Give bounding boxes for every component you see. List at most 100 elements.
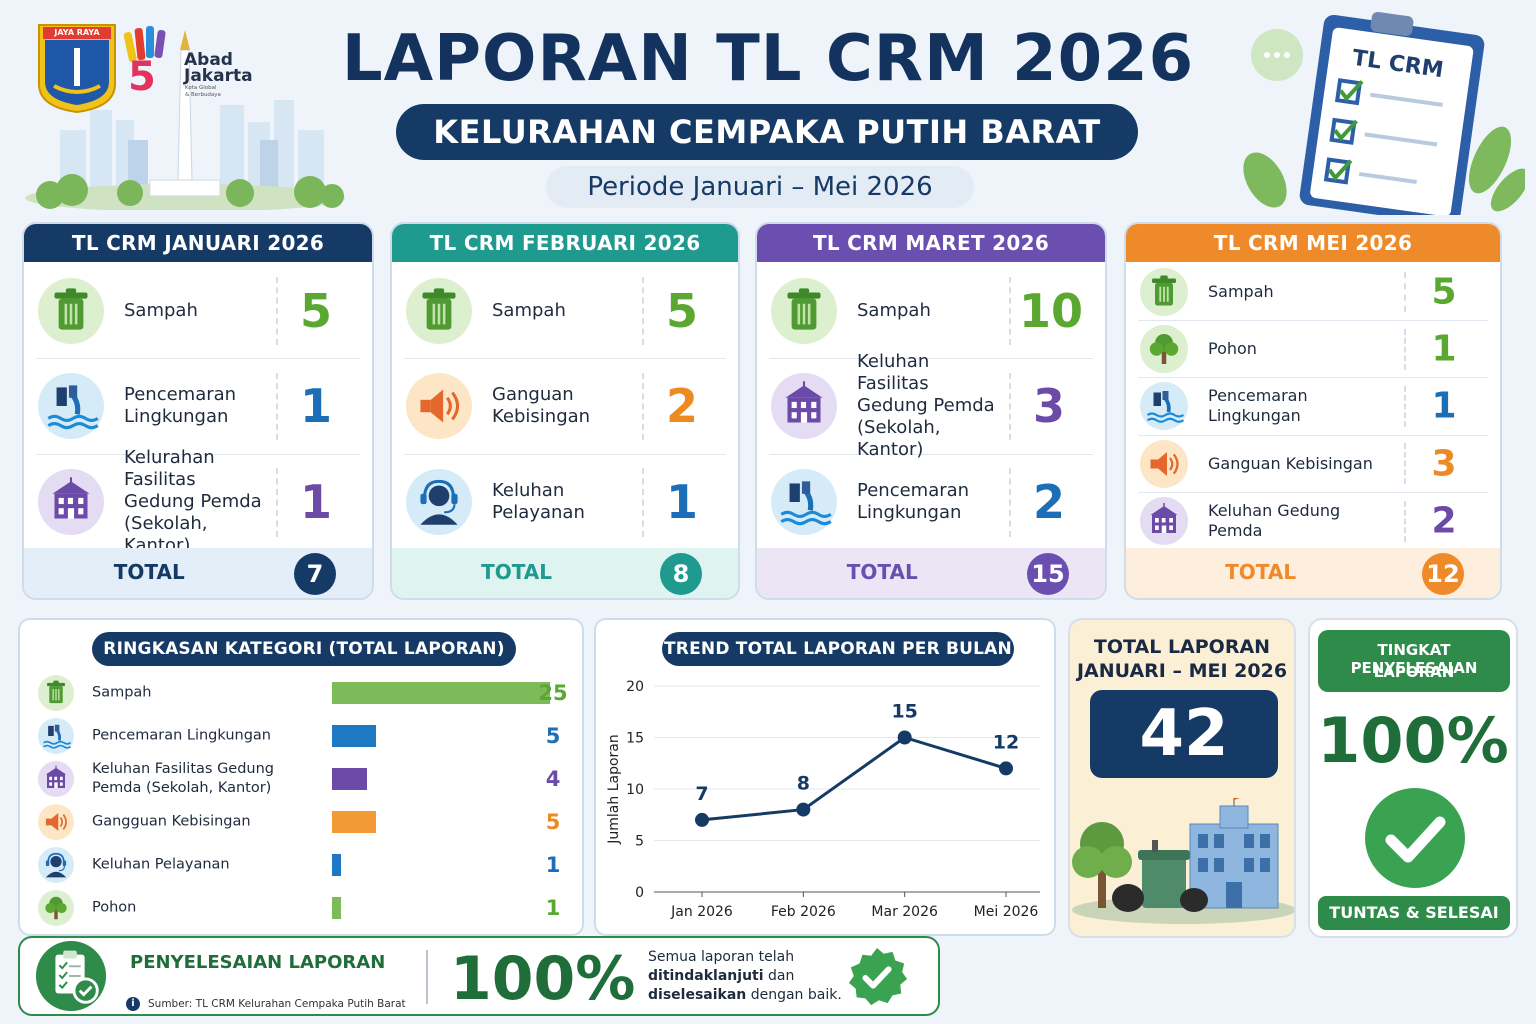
row-divider [1404, 329, 1406, 370]
summary-label: Sampah [92, 684, 152, 701]
summary-value: 4 [545, 767, 561, 791]
row-divider [1404, 500, 1406, 542]
month-card: TL CRM FEBRUARI 2026 Sampah 5 Ganguan Kebis… [390, 222, 740, 600]
total-count: 12 [1422, 553, 1464, 595]
source-note: Sumber: TL CRM Kelurahan Cempaka Putih B… [148, 998, 406, 1010]
summary-label: Gangguan Kebisingan [92, 813, 251, 830]
headset-icon [38, 847, 74, 883]
total-title-1: TOTAL LAPORAN [1093, 636, 1271, 658]
total-label: TOTAL [113, 560, 185, 584]
x-tick-label: Mar 2026 [871, 904, 938, 920]
summary-bar [332, 725, 376, 747]
trash-icon [38, 278, 104, 345]
completion-card: TINGKAT PENYELESAIAN LAPORAN 100% TUNTAS… [1308, 618, 1518, 938]
month-card-title: TL CRM JANUARI 2026 [24, 224, 372, 262]
data-point [897, 730, 912, 745]
info-icon: i [126, 997, 140, 1011]
building-icon [771, 373, 837, 440]
category-row: Pencemaran Lingkungan 1 [1138, 378, 1488, 436]
summary-value: 25 [538, 681, 568, 705]
x-tick-label: Mei 2026 [974, 904, 1039, 920]
speaker-icon [38, 804, 74, 840]
category-label: Sampah [857, 300, 931, 322]
note-text-3: dengan baik. [746, 987, 842, 1003]
month-card: TL CRM JANUARI 2026 Sampah 5 Pencemaran Lin… [22, 222, 374, 600]
data-point [695, 812, 709, 827]
month-card-total: TOTAL 12 [1126, 548, 1500, 598]
jaya-raya-text: JAYA RAYA [54, 28, 100, 37]
month-card-title: TL CRM MARET 2026 [757, 224, 1105, 262]
trash-icon [1140, 268, 1188, 317]
category-value: 5 [299, 284, 332, 339]
data-label: 8 [797, 773, 810, 795]
completion-badge: TUNTAS & SELESAI [1318, 896, 1510, 930]
summary-value: 5 [545, 810, 561, 834]
category-value: 2 [665, 379, 698, 434]
trash-icon [38, 675, 74, 711]
headset-icon [406, 469, 472, 536]
row-divider [1009, 372, 1011, 441]
category-row: Kelurahan Fasilitas Gedung Pemda (Sekola… [36, 447, 360, 556]
row-divider [276, 468, 278, 537]
note-bold-2: diselesaikan [648, 987, 747, 1003]
summary-label: Pohon [92, 899, 137, 916]
summary-bar [332, 768, 367, 790]
note-line-3: diselesaikan dengan baik. [648, 986, 848, 1005]
pollution-icon [1140, 382, 1188, 431]
total-label: TOTAL [481, 560, 553, 584]
y-tick-label: 5 [635, 834, 644, 850]
category-row: Ganguan Kebisingan 2 [404, 359, 726, 455]
category-label: Pohon [1208, 339, 1257, 359]
trend-line [701, 735, 1007, 822]
category-label: Sampah [492, 300, 566, 322]
summary-value: 5 [545, 724, 561, 748]
row-divider [642, 468, 644, 537]
chart-title: TREND TOTAL LAPORAN PER BULAN [662, 632, 1014, 666]
bottom-note: Semua laporan telah ditindaklanjuti dan … [648, 948, 848, 1005]
category-row: Keluhan Fasilitas Gedung Pemda (Sekolah,… [769, 351, 1093, 460]
summary-row: Keluhan Pelayanan 1 [36, 844, 568, 886]
completion-title-1: TINGKAT PENYELESAIAN [1350, 641, 1478, 677]
summary-row: Keluhan Fasilitas Gedung Pemda (Sekolah,… [36, 758, 568, 800]
total-count: 7 [294, 553, 336, 595]
tree-icon [1140, 325, 1188, 374]
y-tick-label: 20 [626, 679, 644, 695]
category-value: 3 [1431, 443, 1457, 485]
data-point [999, 761, 1013, 776]
category-label: Sampah [124, 300, 198, 322]
abad-line1: Abad [184, 50, 233, 70]
row-divider [1009, 468, 1011, 537]
category-row: Pencemaran Lingkungan 1 [36, 359, 360, 455]
category-row: Pohon 1 [1138, 321, 1488, 379]
row-divider [642, 372, 644, 441]
pollution-icon [38, 718, 74, 754]
row-divider [1404, 271, 1406, 313]
note-line-1: Semua laporan telah [648, 949, 795, 965]
city-skyline-illustration [25, 30, 345, 210]
category-value: 5 [1431, 271, 1457, 313]
category-value: 1 [1431, 328, 1457, 370]
pollution-icon [771, 469, 837, 536]
month-card-title: TL CRM MEI 2026 [1126, 224, 1500, 262]
summary-bar [332, 854, 341, 876]
row-divider [1404, 443, 1406, 484]
summary-bar [332, 811, 376, 833]
total-count: 15 [1027, 553, 1069, 595]
total-label: TOTAL [1225, 560, 1297, 584]
y-tick-label: 15 [626, 731, 644, 747]
period-label: Periode Januari – Mei 2026 [546, 166, 974, 208]
category-row: Sampah 5 [36, 264, 360, 360]
total-title-2: JANUARI – MEI 2026 [1076, 660, 1288, 682]
total-value-box: 42 [1090, 690, 1278, 778]
category-label: Keluhan Fasilitas Gedung Pemda (Sekolah,… [857, 351, 995, 461]
summary-label: Keluhan Fasilitas Gedung Pemda (Sekolah,… [92, 761, 275, 796]
category-label: Ganguan Kebisingan [1208, 453, 1373, 473]
category-label: Sampah [1208, 282, 1274, 302]
abad-line2: Jakarta [184, 66, 253, 86]
category-value: 3 [1032, 379, 1065, 434]
category-value: 2 [1032, 475, 1065, 530]
summary-row: Pencemaran Lingkungan 5 [36, 715, 568, 757]
summary-row: Gangguan Kebisingan 5 [36, 801, 568, 843]
summary-row: Pohon 1 [36, 887, 568, 929]
y-axis-label: Jumlah Laporan [606, 734, 622, 844]
